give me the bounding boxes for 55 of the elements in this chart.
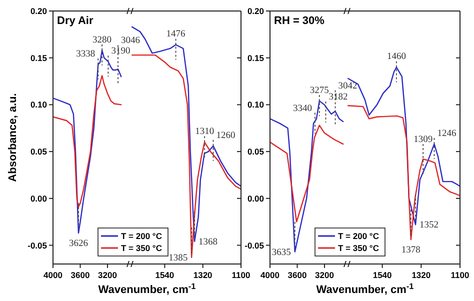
x-axis-title: Wavenumber, cm$^{-1}$ (98, 282, 196, 296)
annotation: 1385 (168, 253, 188, 264)
annotation: 1310 (195, 127, 214, 138)
annotation: 1378 (401, 246, 421, 256)
line-series (53, 75, 122, 208)
annotation: 1368 (198, 238, 218, 248)
annotation: 1352 (420, 220, 439, 231)
x-tick-label: 3200 (98, 270, 118, 280)
annotation: 3046 (121, 36, 140, 46)
y-tick-label: 0.15 (30, 52, 48, 63)
annotation: 3338 (76, 49, 96, 60)
y-tick-label: 0.05 (247, 146, 264, 157)
x-tick-label: 4000 (260, 270, 280, 280)
y-tick-label: 0.15 (247, 52, 264, 63)
y-tick-label: 0.20 (247, 6, 264, 16)
x-tick-label: 1100 (450, 270, 470, 280)
x-tick-label: 1540 (155, 270, 174, 280)
legend-label: T = 200 °C (121, 231, 162, 241)
y-tick-label: 0.00 (30, 193, 48, 204)
annotation: 3626 (68, 239, 88, 250)
y-tick-label: -0.05 (28, 240, 48, 250)
x-tick-label: 3600 (70, 270, 90, 280)
annotation: 3182 (328, 92, 348, 103)
chart-title: Dry Air (57, 15, 94, 27)
y-tick-label: 0.10 (30, 100, 48, 110)
annotation: 3190 (111, 46, 130, 57)
legend-label: T = 350 °C (338, 243, 379, 253)
y-tick-label: 0.05 (30, 146, 48, 157)
y-tick-label: 0.00 (247, 193, 264, 204)
annotation: 1460 (386, 52, 406, 62)
annotation: 1260 (216, 130, 236, 141)
chart-title: RH = 30% (274, 15, 325, 27)
annotation: 1476 (166, 30, 186, 40)
annotation: 3340 (292, 104, 312, 114)
annotation: 3280 (92, 35, 112, 46)
x-tick-label: 1540 (372, 270, 392, 280)
x-tick-label: 4000 (44, 270, 63, 280)
x-axis-title: Wavenumber, cm$^{-1}$ (316, 282, 414, 296)
x-tick-label: 1320 (193, 270, 213, 280)
x-tick-label: 1320 (412, 270, 431, 280)
annotation: 3042 (338, 81, 358, 92)
annotation: 3275 (310, 86, 330, 96)
annotation: 1309 (414, 135, 433, 146)
annotation: 1246 (437, 129, 456, 140)
legend-label: T = 350 °C (121, 243, 162, 253)
x-tick-label: 3200 (315, 270, 334, 280)
legend-label: T = 200 °C (338, 231, 379, 241)
line-series (270, 124, 344, 222)
y-tick-label: 0.10 (247, 100, 264, 110)
y-axis-title: Absorbance, a.u. (7, 93, 19, 182)
x-tick-label: 3600 (288, 270, 307, 280)
y-tick-label: -0.05 (244, 240, 264, 250)
y-tick-label: 0.20 (30, 6, 48, 16)
annotation: 3635 (272, 248, 292, 258)
x-tick-label: 1100 (232, 270, 250, 280)
